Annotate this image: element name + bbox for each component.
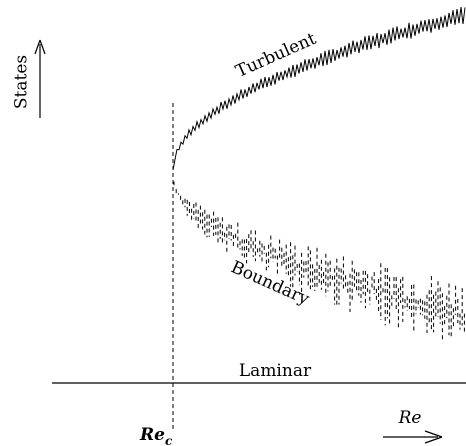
turbulent-curve <box>172 7 466 171</box>
critical-label: Rec <box>139 425 173 446</box>
critical-main: Re <box>139 425 165 445</box>
y-axis-arrowhead <box>34 39 46 55</box>
x-axis-arrowhead <box>424 430 443 444</box>
y-axis-label: States <box>12 55 32 109</box>
laminar-label: Laminar <box>239 361 312 381</box>
turbulent-label: Turbulent <box>233 29 319 82</box>
x-axis-label: Re <box>398 408 422 428</box>
curves <box>172 7 466 340</box>
critical-sub: c <box>165 434 173 446</box>
